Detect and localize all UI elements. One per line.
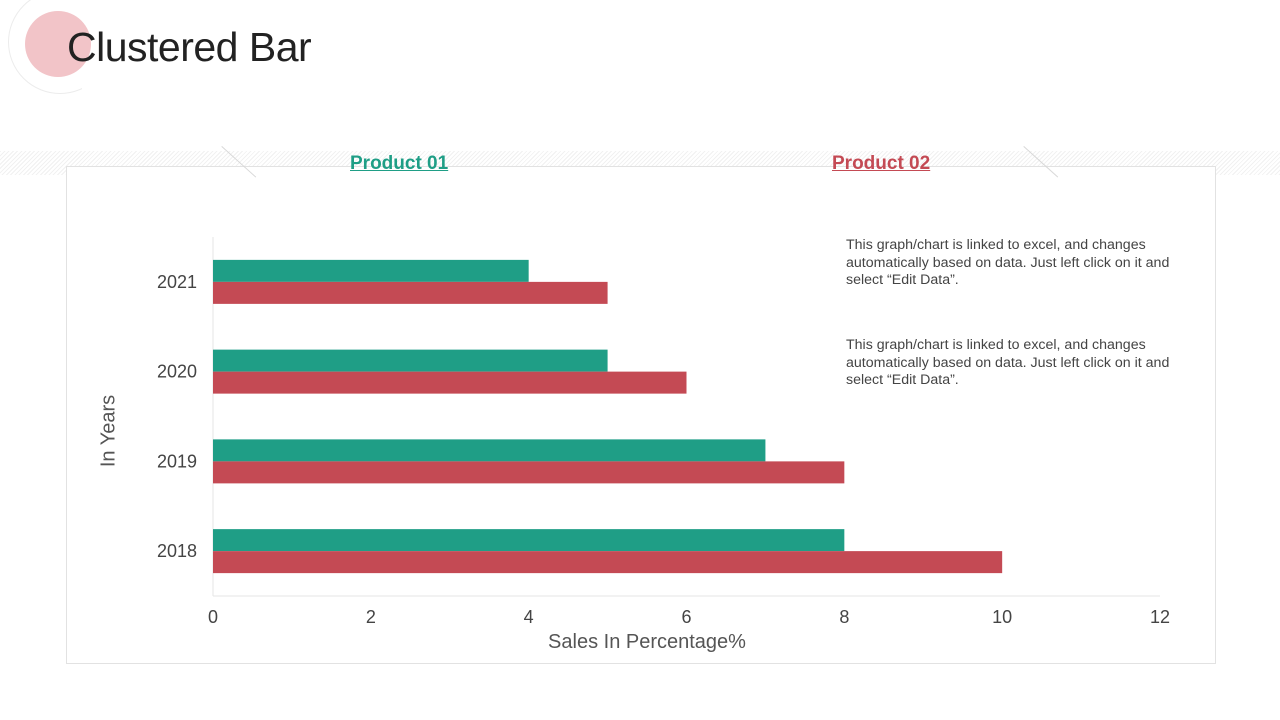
legend-product-02[interactable]: Product 02	[832, 153, 931, 174]
x-tick-label: 6	[681, 607, 691, 627]
x-tick-label: 8	[839, 607, 849, 627]
bar-product-01-2018[interactable]	[213, 529, 845, 552]
x-axis-label: Sales In Percentage%	[548, 631, 746, 653]
y-axis-label: In Years	[97, 394, 120, 468]
x-tick-label: 2	[366, 607, 376, 627]
y-tick-label: 2021	[157, 272, 197, 292]
y-tick-label: 2019	[157, 451, 197, 471]
chart-note: This graph/chart is linked to excel, and…	[846, 237, 1170, 288]
bar-product-02-2018[interactable]	[213, 551, 1003, 574]
y-tick-label: 2020	[157, 362, 197, 382]
bar-product-01-2019[interactable]	[213, 439, 766, 462]
x-tick-label: 0	[208, 607, 218, 627]
bar-product-02-2021[interactable]	[213, 281, 608, 304]
bar-product-01-2021[interactable]	[213, 259, 529, 282]
chart-note: This graph/chart is linked to excel, and…	[846, 337, 1170, 388]
y-tick-label: 2018	[157, 541, 197, 561]
page-title: Clustered Bar	[67, 24, 312, 70]
x-tick-label: 12	[1150, 607, 1170, 627]
bar-product-01-2020[interactable]	[213, 349, 608, 372]
legend-product-01[interactable]: Product 01	[350, 153, 449, 174]
x-tick-label: 10	[992, 607, 1012, 627]
decorative-circle	[25, 11, 91, 77]
x-tick-label: 4	[524, 607, 534, 627]
chart-panel	[66, 166, 1216, 664]
bar-product-02-2019[interactable]	[213, 461, 845, 484]
bar-product-02-2020[interactable]	[213, 371, 687, 394]
